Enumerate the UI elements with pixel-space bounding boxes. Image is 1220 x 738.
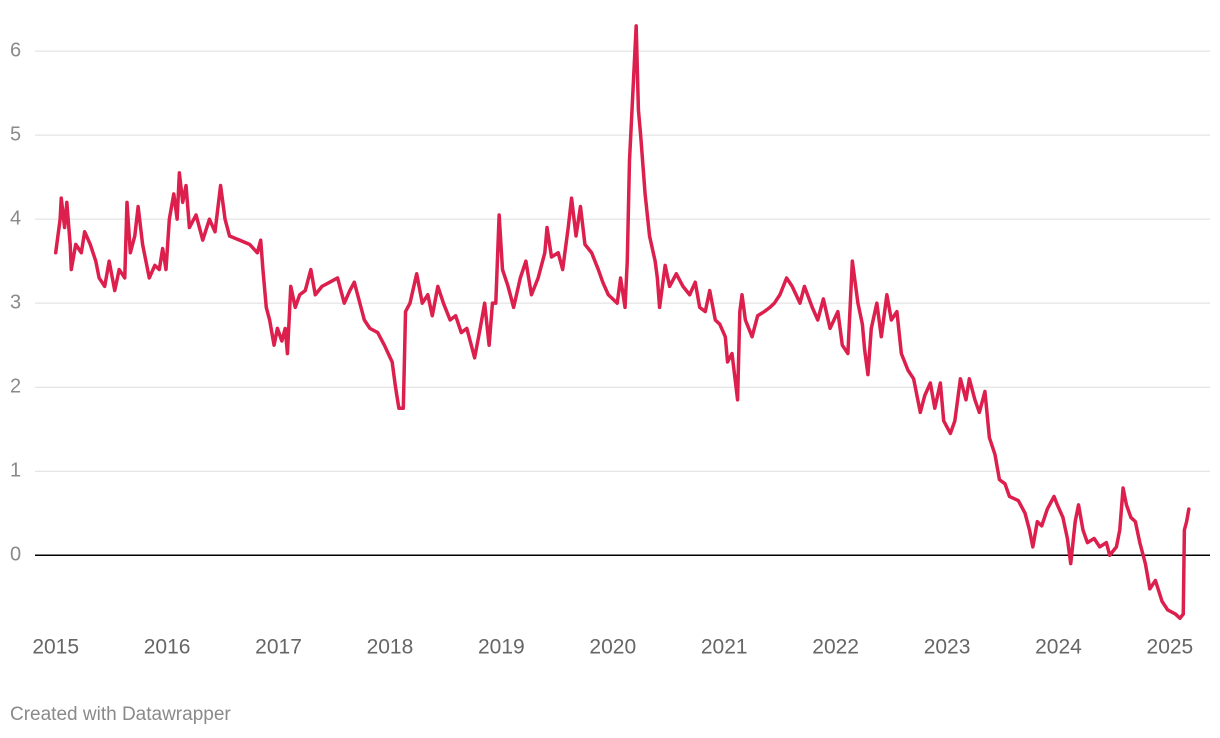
- x-tick-label: 2025: [1147, 636, 1194, 659]
- y-tick-label: 2: [10, 375, 21, 397]
- x-tick-label: 2024: [1035, 636, 1082, 659]
- data-line: [53, 24, 1191, 621]
- y-tick-label: 3: [10, 291, 21, 313]
- x-tick-label: 2022: [812, 636, 859, 659]
- y-tick-label: 6: [10, 39, 21, 61]
- x-tick-label: 2020: [589, 636, 636, 659]
- x-tick-label: 2018: [367, 636, 414, 659]
- y-tick-label: 4: [10, 207, 21, 229]
- x-tick-label: 2015: [32, 636, 79, 659]
- x-tick-label: 2016: [144, 636, 191, 659]
- y-tick-label: 0: [10, 544, 21, 566]
- y-tick-label: 1: [10, 460, 21, 482]
- y-tick-label: 5: [10, 123, 21, 145]
- x-tick-label: 2017: [255, 636, 302, 659]
- x-tick-label: 2023: [924, 636, 971, 659]
- x-tick-label: 2021: [701, 636, 748, 659]
- footer-credit: Created with Datawrapper: [10, 704, 231, 725]
- x-tick-label: 2019: [478, 636, 525, 659]
